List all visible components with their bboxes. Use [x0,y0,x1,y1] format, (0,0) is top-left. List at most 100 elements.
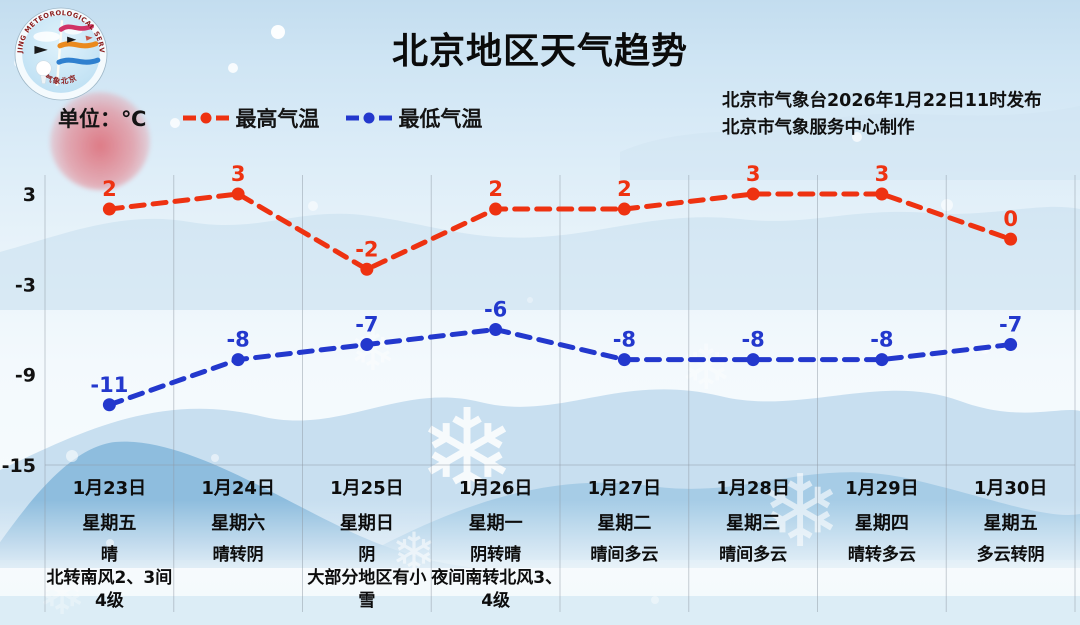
y-axis-tick: 3 [23,184,36,206]
series-line-1 [106,327,1014,408]
x-category-column: 1月30日星期五多云转阴 [946,478,1075,567]
snowflake-icon: ❄ [680,331,732,404]
weather-label: 阴转晴 夜间南转北风3、 4级 [431,545,563,611]
data-point-label: 0 [1003,207,1018,231]
mountain-ridge [0,389,1080,560]
red-ribbon [58,24,94,32]
data-point-label: -8 [613,328,636,352]
data-point [102,398,116,412]
date-label: 1月30日 [973,478,1048,499]
snow-dot [527,297,533,303]
data-point [746,187,760,201]
x-category-column: 1月28日星期三晴间多云 [689,478,818,567]
data-point [231,187,245,201]
data-point-label: -8 [226,328,249,352]
legend-item-low: 最低气温 [345,103,482,133]
data-point [746,353,760,367]
data-point-label: 2 [617,177,632,201]
orange-ribbon [57,41,99,49]
snow-dot [211,454,219,462]
weather-label: 晴间多云 [590,545,659,565]
weather-label: 晴转阴 [212,545,264,565]
weather-balloon-cone [40,75,48,84]
mountain-ridge [340,472,1080,568]
legend: 单位：℃ 最高气温 最低气温 [58,103,508,133]
x-category-column: 1月25日 星期日阴 大部分地区有小 雪 [303,478,432,613]
data-point [360,338,374,352]
date-label: 1月24日 [201,478,275,499]
x-category-column: 1月27日星期二晴间多云 [560,478,689,567]
date-label: 1月27日 [587,478,662,499]
data-point [1004,232,1018,246]
weather-label: 多云转阴 [976,545,1045,565]
snow-dot [66,450,78,462]
wind-vane-icon [67,36,77,43]
y-axis-tick: -15 [2,455,36,477]
mountain-ridge [0,206,1080,310]
snow-dot [651,596,659,604]
snow-dot [308,201,318,211]
high-temp-line-icon [183,112,230,124]
plane-icon [85,35,93,41]
y-axis-tick: -3 [15,274,36,296]
weekday-label: 星期五 [983,513,1038,534]
date-label: 1月23日 [72,478,147,499]
mountain-ridge [0,441,480,568]
data-point-label: -8 [870,328,893,352]
unit-label: 单位：℃ [58,107,147,131]
weather-label: 阴 大部分地区有小 雪 [307,545,427,611]
snowflake-icon: ❄ [349,319,397,384]
series-line-0 [106,191,1014,272]
snow-dot [941,199,953,211]
x-category-column: 1月23日星期五晴 北转南风2、3间 4级 [45,478,174,613]
date-label: 1月26日 [458,478,533,499]
x-category-column: 1月29日星期四晴转多云 [818,478,947,567]
weekday-label: 星期四 [854,513,909,534]
date-label: 1月28日 [716,478,790,499]
data-point [875,353,889,367]
page-title: 北京地区天气趋势 [391,31,688,72]
data-point-label: -6 [484,298,507,322]
issued-line-2: 北京市气象服务中心制作 [722,118,915,138]
legend-item-high: 最高气温 [182,103,319,133]
weather-label: 晴转多云 [847,545,916,565]
data-point [360,262,374,276]
data-point [489,323,503,336]
date-label: 1月29日 [845,478,919,499]
data-point [231,353,245,367]
legend-label-high: 最高气温 [235,107,320,131]
wind-vane-icon [34,45,48,54]
snowflake-icon: ❄ [37,560,87,625]
weekday-label: 星期六 [211,513,266,534]
beijing-meteorological-service-logo: BEIJING METEOROLOGICAL SERVICE 气象北京 [14,7,108,101]
snow-dot [981,346,989,354]
snow-field [0,500,1080,625]
data-point [102,202,116,216]
x-category-column: 1月24日星期六晴转阴 [174,478,303,567]
weekday-label: 星期日 [339,513,394,534]
data-point-label: -11 [90,373,128,397]
snow-dot [106,539,114,547]
data-point-label: -7 [355,313,378,337]
low-temp-line-icon [346,112,393,124]
snowflake-icon: ❄ [391,521,437,584]
water-wash [0,596,1080,625]
weekday-label: 星期二 [597,513,652,534]
cloud-icon [33,31,60,42]
data-point [875,187,889,201]
data-point [617,202,631,216]
weekday-label: 星期一 [468,513,523,534]
y-axis-tick: -9 [15,365,36,387]
weekday-label: 星期五 [82,513,137,534]
weather-label: 晴间多云 [719,545,788,565]
data-point [617,353,631,367]
data-point-label: 3 [875,162,890,186]
weather-label: 晴 北转南风2、3间 4级 [46,545,173,611]
x-category-column: 1月26日星期一阴转晴 夜间南转北风3、 4级 [431,478,563,613]
snowflake-icon: ❄ [758,453,842,570]
data-point [1004,338,1018,352]
weekday-label: 星期三 [726,513,781,534]
data-point-label: 2 [488,177,503,201]
watercolor-sun-stamp [50,92,150,190]
